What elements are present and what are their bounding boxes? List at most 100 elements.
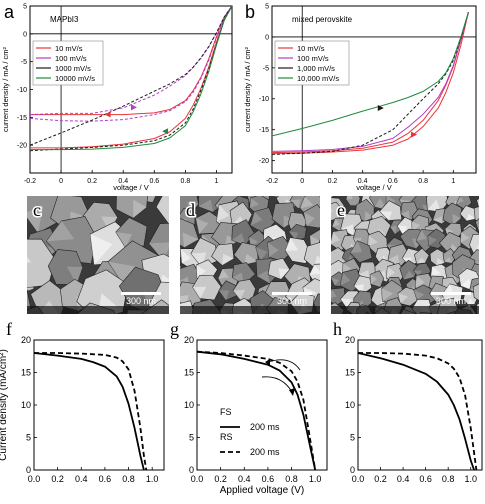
x-tick-label: 1: [451, 178, 455, 185]
sem-facet: [303, 212, 315, 227]
sem-facet: [381, 288, 394, 302]
arrow-head: [265, 359, 270, 366]
sem-facet: [424, 185, 435, 193]
sem-facet: [27, 206, 44, 234]
sem-facet: [192, 286, 207, 299]
sem-facet: [464, 320, 477, 331]
sem-grain: [364, 311, 371, 314]
sem-facet: [446, 319, 454, 328]
y-tick-label: -20: [17, 143, 27, 150]
sem-facet: [346, 196, 354, 200]
x-tick-label: 0.2: [87, 178, 97, 185]
sem-facet: [233, 289, 246, 300]
sem-grain: [169, 152, 216, 200]
sem-grain: [472, 283, 479, 301]
x-tick-label: 1: [215, 178, 219, 185]
sem-facet: [195, 218, 209, 235]
sem-facet: [319, 318, 332, 331]
sem-facet: [250, 211, 263, 226]
x-tick-label: 0.0: [191, 474, 204, 484]
sem-facet: [331, 209, 333, 212]
x-tick-label: -0.2: [266, 178, 278, 185]
sem-facet: [317, 184, 326, 193]
sem-grain: [475, 218, 479, 234]
sem-facet: [373, 315, 382, 325]
sem-facet: [466, 213, 476, 221]
plot-frame: [33, 339, 165, 471]
sem-facet: [320, 299, 331, 308]
legend-entry: 10000 mV/s: [55, 74, 95, 83]
sem-facet: [296, 326, 307, 336]
sem-grain: [331, 196, 334, 202]
sem-facet: [278, 268, 290, 280]
sem-grains: [180, 173, 348, 339]
y-tick-label: 0: [189, 465, 194, 475]
chart-f: 0.0 0.2 0.4 0.6 0.8 1.0 0 5 10 15 20 Current densit…: [0, 335, 165, 484]
x-tick-label: 0.8: [418, 178, 428, 185]
series-line-2: [30, 6, 232, 122]
sem-facet: [427, 199, 441, 212]
sweep-arrow: [162, 128, 169, 135]
sem-grain: [27, 288, 32, 314]
sem-facet: [416, 229, 427, 241]
sem-facet: [386, 266, 395, 279]
x-tick-label: 0.6: [262, 474, 275, 484]
series-line-6: [30, 6, 232, 151]
sem-facet: [340, 298, 353, 309]
sem-facet: [337, 196, 340, 197]
sem-facet: [243, 254, 259, 265]
sem-facet: [420, 312, 422, 314]
sem-facet: [323, 184, 336, 198]
sem-facet: [331, 231, 341, 244]
sem-grain: [414, 247, 430, 265]
arrow-head: [289, 388, 295, 396]
sem-facet: [254, 324, 268, 335]
sem-facet: [452, 213, 461, 226]
y-tick-label: -20: [259, 158, 269, 165]
sem-grain: [324, 173, 348, 198]
y-tick-label: 20: [184, 335, 194, 345]
x-tick-label: 0.2: [51, 474, 64, 484]
sem-facet: [121, 331, 144, 357]
sem-facet: [90, 234, 113, 265]
series-group: [358, 352, 478, 470]
sem-facet: [289, 199, 301, 209]
sem-facet: [133, 199, 147, 219]
sem-grain: [316, 313, 335, 329]
sem-facet: [196, 265, 206, 279]
legend-entry: 100 mV/s: [55, 54, 87, 63]
panel-label-c: c: [33, 200, 41, 220]
y-tick-label: 0: [265, 34, 269, 41]
sem-facet: [202, 312, 206, 314]
x-tick-label: 0.8: [442, 474, 455, 484]
x-tick-label: 0.8: [285, 474, 298, 484]
sem-facet: [413, 289, 425, 300]
sweep-arrow-fs: [261, 376, 293, 393]
series-line-2: [272, 12, 469, 152]
scale-bar: [272, 292, 312, 295]
sem-grain: [331, 223, 333, 230]
sem-facet: [391, 327, 398, 336]
sem-facet: [198, 199, 214, 213]
y-tick-label: 0: [350, 465, 355, 475]
sem-facet: [194, 176, 216, 198]
sem-facet: [216, 204, 230, 222]
sem-grain: [331, 201, 343, 221]
sem-grain: [476, 198, 479, 209]
y-tick-label: 5: [189, 433, 194, 443]
legend-group-label: FS: [220, 407, 232, 417]
sem-grain: [155, 196, 169, 225]
plot-frame: [271, 5, 477, 174]
series-line-4: [272, 12, 469, 137]
panel-label-h: h: [333, 319, 342, 339]
sweep-arrow: [377, 105, 384, 112]
sem-grain: [0, 186, 23, 231]
sem-grain: [235, 320, 253, 339]
sem-facet: [364, 322, 375, 331]
series-group: [197, 350, 317, 470]
sem-facet: [437, 257, 445, 266]
sem-grain: [391, 320, 406, 336]
sem-facet: [457, 177, 466, 189]
sem-facet: [408, 313, 412, 314]
